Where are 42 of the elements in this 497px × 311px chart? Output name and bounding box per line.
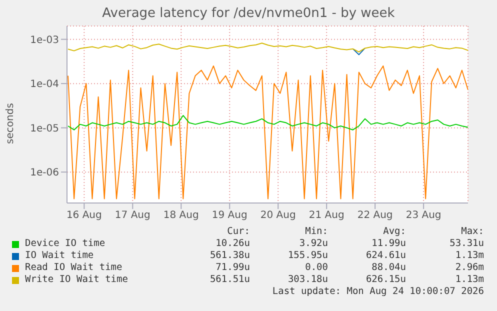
text: 10.26u (214, 238, 250, 250)
line-series (68, 65, 468, 200)
text: 88.04u (370, 262, 406, 274)
line-series (68, 114, 468, 130)
y-tick-label: 1e-03 (30, 34, 59, 46)
x-tick-label: 21 Aug (308, 210, 344, 222)
text: 1.13m (454, 274, 484, 286)
y-tick-label: 1e-06 (30, 168, 59, 179)
text: 53.31u (448, 238, 484, 250)
text: 71.99u (214, 262, 250, 274)
y-tick-label: 1e-05 (30, 123, 59, 134)
text: 2.96m (454, 262, 484, 274)
text: 303.18u (286, 274, 328, 286)
text: 561.38u (208, 250, 250, 262)
y-axis-title: seconds (4, 102, 16, 144)
text: 155.95u (286, 250, 328, 262)
x-tick-label: 18 Aug (163, 210, 199, 222)
x-tick-label: 22 Aug (357, 210, 393, 222)
text: 11.99u (370, 238, 406, 250)
text: Min: (304, 226, 328, 238)
text: 626.15u (364, 274, 406, 286)
legend-label: IO Wait time (25, 250, 94, 262)
x-tick-label: 16 Aug (66, 210, 102, 222)
line-series (68, 42, 468, 52)
text: 1.13m (454, 250, 484, 262)
x-tick-label: 23 Aug (406, 210, 442, 222)
text: 561.51u (208, 274, 250, 286)
x-tick-label: 20 Aug (260, 210, 296, 222)
legend-label: Device IO time (25, 238, 106, 250)
text: Cur: (226, 226, 250, 238)
text: Last update: Mon Aug 24 10:00:07 2026 (271, 286, 484, 298)
text: Avg: (382, 226, 406, 238)
text: Max: (460, 226, 484, 238)
x-tick-label: 17 Aug (114, 210, 150, 222)
y-tick-label: 1e-04 (30, 79, 59, 90)
chart-title: Average latency for /dev/nvme0n1 - by week (101, 6, 396, 21)
text: 0.00 (304, 262, 328, 274)
text: 624.61u (364, 250, 406, 262)
x-tick-label: 19 Aug (212, 210, 248, 222)
text: 3.92u (298, 238, 328, 250)
legend-label: Write IO Wait time (25, 274, 128, 286)
legend-label: Read IO Wait time (25, 262, 122, 274)
